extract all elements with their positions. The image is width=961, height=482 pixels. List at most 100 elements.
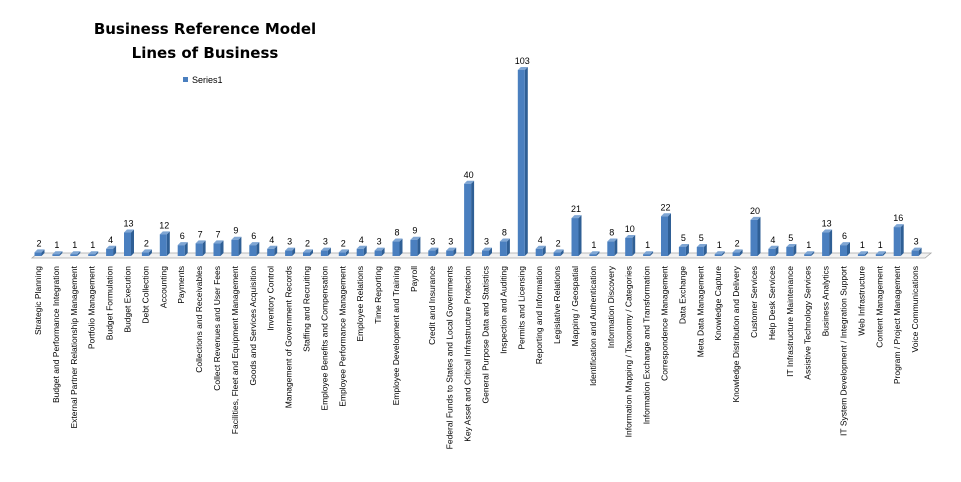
bar <box>356 245 367 256</box>
bar <box>893 224 904 256</box>
bar <box>625 234 636 256</box>
bar-side-face <box>489 247 492 256</box>
bar-front-face <box>34 252 42 256</box>
bar <box>70 251 81 256</box>
bar <box>714 251 725 256</box>
bar-top-face <box>768 245 779 249</box>
bar <box>106 245 117 256</box>
x-tick-label: Correspondence Management <box>660 265 670 380</box>
bar-top-face <box>52 251 63 255</box>
bar-front-face <box>643 254 651 256</box>
bar-top-face <box>374 247 385 251</box>
bar <box>482 247 492 256</box>
legend-label: Series1 <box>192 75 223 85</box>
bar-top-face <box>231 236 242 240</box>
data-label: 1 <box>806 240 811 250</box>
x-tick-label: Management of Government Records <box>284 266 294 408</box>
bar <box>643 251 654 256</box>
x-tick-label: Customer Services <box>749 266 759 338</box>
data-label: 21 <box>571 204 581 214</box>
bar <box>159 231 170 256</box>
bar-front-face <box>141 252 149 256</box>
bar-top-face <box>696 243 707 247</box>
bar-side-face <box>614 238 618 256</box>
bar-top-face <box>285 247 296 251</box>
x-tick-label: Credit and Insurance <box>427 266 437 345</box>
x-tick-label: Meta Data Management <box>695 265 705 357</box>
bar <box>822 229 833 256</box>
bar <box>320 247 331 256</box>
bar <box>589 251 600 256</box>
data-label: 20 <box>750 206 760 216</box>
bar-top-face <box>643 251 654 255</box>
bar-top-face <box>732 249 743 253</box>
bar <box>374 247 385 256</box>
bar-side-face <box>721 251 725 256</box>
data-label: 9 <box>412 226 417 236</box>
bar <box>571 215 582 256</box>
bar-front-face <box>750 219 758 256</box>
bar-front-face <box>320 250 328 256</box>
bar-side-face <box>596 251 600 256</box>
x-tick-label: Strategic Planning <box>33 266 43 335</box>
bar <box>732 249 743 256</box>
x-tick-label: Mapping / Geospatial <box>570 266 580 346</box>
bar-front-face <box>571 218 579 256</box>
data-label: 6 <box>180 231 185 241</box>
bar-side-face <box>685 243 689 256</box>
legend: Series1 <box>183 75 223 85</box>
bar <box>177 242 188 256</box>
bar-front-face <box>517 70 525 256</box>
bar-side-face <box>578 215 582 256</box>
bar-front-face <box>714 254 722 256</box>
bar-top-face <box>678 243 689 247</box>
bar-side-face <box>327 247 331 256</box>
bar-front-face <box>875 254 883 256</box>
bar-side-face <box>650 251 654 256</box>
bar <box>678 243 689 256</box>
data-label: 22 <box>660 202 670 212</box>
bar <box>499 238 510 256</box>
bar-side-face <box>775 245 779 256</box>
bar-front-face <box>267 248 275 256</box>
x-tick-label: Employee Relations <box>355 266 365 342</box>
bar-front-face <box>625 237 633 256</box>
bar-side-face <box>793 243 797 256</box>
data-label: 12 <box>159 220 169 230</box>
data-label: 6 <box>842 231 847 241</box>
bar <box>249 242 260 256</box>
bar <box>517 67 528 256</box>
data-label: 5 <box>681 233 686 243</box>
data-label: 4 <box>538 235 543 245</box>
bar-top-face <box>714 251 725 255</box>
bar-front-face <box>535 248 543 256</box>
data-label: 1 <box>591 240 596 250</box>
bar-side-face <box>668 213 671 256</box>
data-label: 8 <box>502 228 507 238</box>
bar-front-face <box>482 250 489 256</box>
bar-front-face <box>446 250 454 256</box>
bar-side-face <box>847 242 850 256</box>
bar-front-face <box>338 252 346 256</box>
chart-title: Business Reference Model Lines of Busine… <box>94 20 316 62</box>
bar <box>607 238 618 256</box>
bar-top-face <box>464 180 475 184</box>
bar-front-face <box>52 254 60 256</box>
chart-title-line-1: Business Reference Model <box>94 20 316 38</box>
bar <box>911 247 922 256</box>
data-label: 8 <box>394 228 399 238</box>
x-tick-label: Budget Execution <box>123 266 133 333</box>
bars <box>34 67 922 256</box>
data-label: 2 <box>144 238 149 248</box>
data-label: 3 <box>448 237 453 247</box>
bar <box>141 249 152 256</box>
bar-front-face <box>822 232 830 256</box>
bar-top-face <box>822 229 833 233</box>
bar-side-face <box>417 236 421 256</box>
bar-front-face <box>410 239 418 256</box>
bar-top-face <box>320 247 331 251</box>
x-tick-label: Permits and Licensing <box>516 266 526 350</box>
bar-side-face <box>453 247 457 256</box>
